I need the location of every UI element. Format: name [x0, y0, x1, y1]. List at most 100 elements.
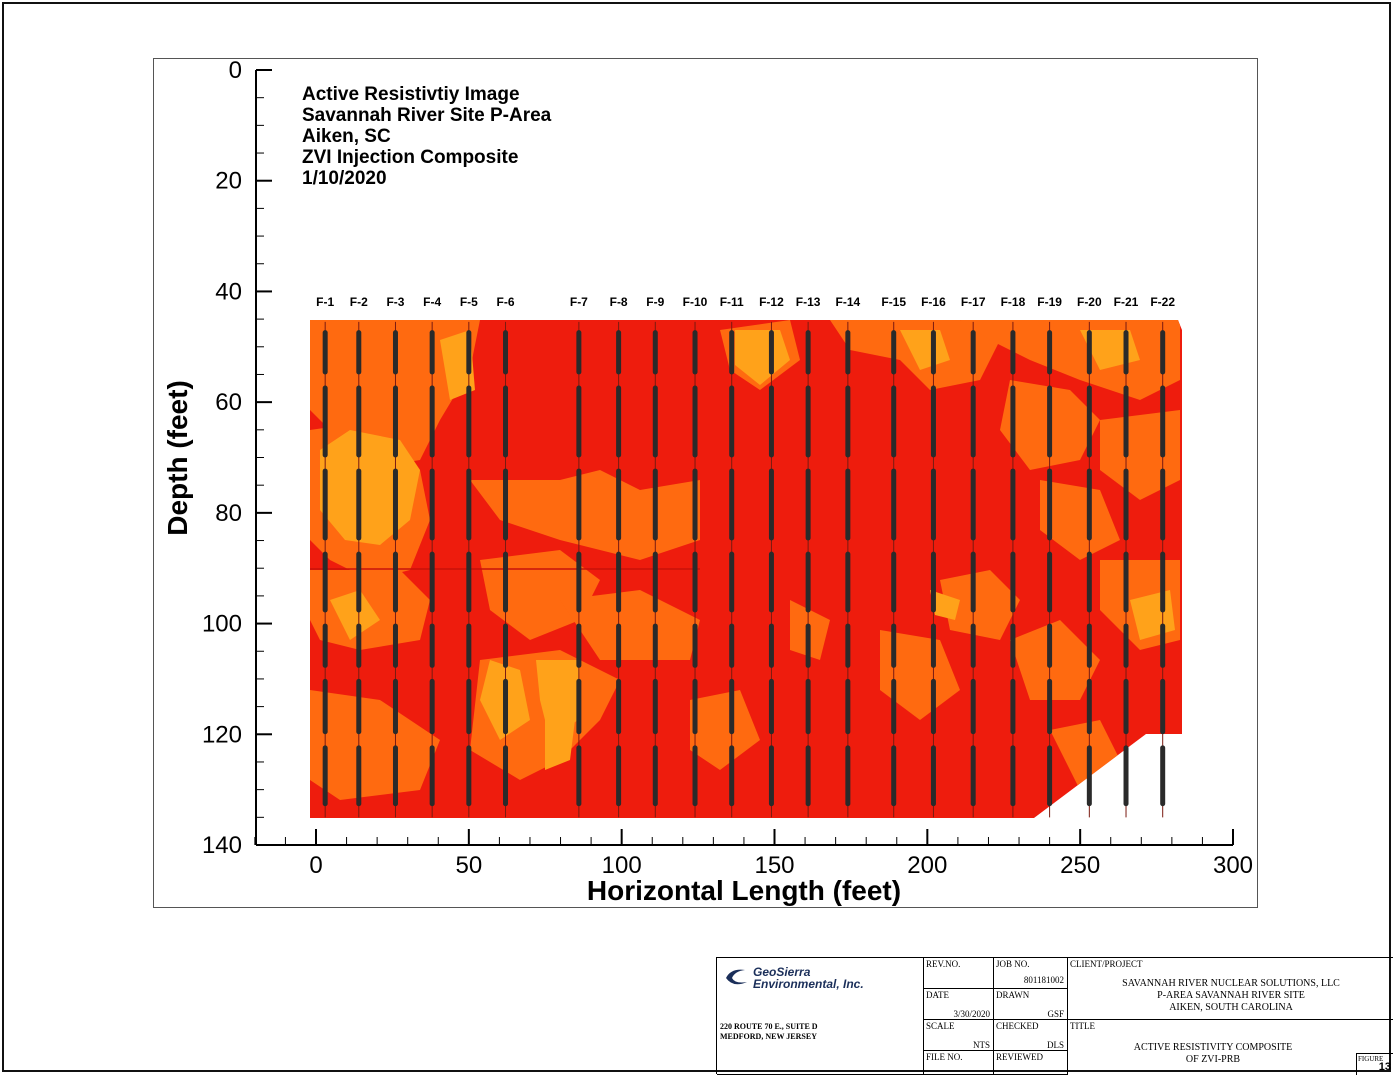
well-screen: [466, 330, 472, 375]
x-tick-label: 50: [455, 852, 482, 879]
well-screen: [392, 468, 398, 541]
well-screen: [356, 623, 362, 668]
well-label: F-6: [497, 295, 515, 309]
well-screen: [576, 551, 582, 613]
well-screen: [466, 623, 472, 668]
well-screen: [616, 623, 622, 668]
well-screen: [845, 385, 851, 458]
figure-number-box: FIGURE 13: [1356, 1053, 1393, 1075]
well-screen: [392, 385, 398, 458]
well-screen: [845, 330, 851, 375]
well-screen: [805, 551, 811, 613]
well-screen: [1047, 551, 1053, 613]
well-screen: [729, 551, 735, 613]
well-screen: [768, 551, 774, 613]
job-no-cell: JOB NO. 801181002: [994, 958, 1068, 989]
well-screen: [1047, 678, 1053, 735]
scale-label: SCALE: [926, 1021, 955, 1031]
well-f-16: F-16: [921, 295, 946, 818]
well-screen: [322, 385, 328, 458]
well-screen: [768, 623, 774, 668]
well-screen: [503, 745, 509, 807]
well-f-15: F-15: [881, 295, 906, 818]
well-screen: [845, 623, 851, 668]
well-screen: [805, 330, 811, 375]
well-screen: [576, 745, 582, 807]
well-screen: [768, 330, 774, 375]
well-screen: [392, 551, 398, 613]
well-screen: [503, 330, 509, 375]
well-screen: [503, 623, 509, 668]
well-screen: [1086, 678, 1092, 735]
well-f-9: F-9: [646, 295, 665, 818]
well-f-7: F-7: [570, 295, 588, 818]
well-screen: [805, 623, 811, 668]
client-line-2: P-AREA SAVANNAH RIVER SITE: [1157, 990, 1305, 1001]
title-line-1: ACTIVE RESISTIVITY COMPOSITE: [1133, 1042, 1293, 1053]
well-screen: [652, 623, 658, 668]
well-screen: [1160, 551, 1166, 613]
well-screen: [692, 678, 698, 735]
well-screen: [1010, 385, 1016, 458]
well-label: F-21: [1114, 295, 1139, 309]
well-screen: [692, 745, 698, 807]
well-screen: [1123, 468, 1129, 541]
well-screen: [930, 623, 936, 668]
well-label: F-16: [921, 295, 946, 309]
axes: 0 20 40 60 80 100 120 140 0 50 100 150 200 250 300: [202, 57, 1253, 879]
x-tick-label: 100: [602, 852, 642, 879]
reviewed-cell: REVIEWED: [994, 1051, 1068, 1075]
geosierra-logo-icon: [726, 969, 747, 985]
well-screen: [1010, 623, 1016, 668]
well-screen: [1047, 330, 1053, 375]
well-screen: [322, 745, 328, 807]
date-cell: DATE 3/30/2020: [924, 989, 994, 1020]
well-screen: [652, 745, 658, 807]
address-line-2: MEDFORD, NEW JERSEY: [720, 1032, 817, 1041]
well-screen: [503, 678, 509, 735]
well-f-3: F-3: [386, 295, 405, 818]
well-label: F-19: [1037, 295, 1062, 309]
well-screen: [356, 330, 362, 375]
well-screen: [1160, 745, 1166, 807]
drawn-label: DRAWN: [996, 990, 1030, 1000]
well-screen: [503, 468, 509, 541]
well-screen: [616, 385, 622, 458]
drawn-cell: DRAWN GSF: [994, 989, 1068, 1020]
logo-line-1: GeoSierra: [753, 965, 811, 979]
well-f-20: F-20: [1077, 295, 1102, 818]
axis-labels: Horizontal Length (feet) Depth (feet): [162, 380, 901, 906]
well-screen: [805, 468, 811, 541]
well-screen: [576, 678, 582, 735]
well-screen: [616, 551, 622, 613]
figure-label: FIGURE: [1358, 1055, 1384, 1063]
x-axis-label: Horizontal Length (feet): [587, 875, 901, 906]
well-screen: [729, 623, 735, 668]
well-screen: [429, 385, 435, 458]
well-screen: [652, 551, 658, 613]
job-no-label: JOB NO.: [996, 959, 1030, 969]
wells: F-1 F-2 F-3 F-4 F-5 F-6 F-7 F-8 F-9 F-10 F-11 F-12 F…: [316, 295, 1175, 818]
well-label: F-5: [460, 295, 478, 309]
well-screen: [616, 678, 622, 735]
well-screen: [466, 678, 472, 735]
well-label: F-20: [1077, 295, 1102, 309]
well-screen: [392, 745, 398, 807]
well-screen: [768, 678, 774, 735]
well-screen: [930, 330, 936, 375]
y-tick-label: 140: [202, 832, 242, 859]
rev-no-cell: REV.NO.: [924, 958, 994, 989]
chart-title-line-5: 1/10/2020: [302, 168, 387, 189]
well-screen: [1010, 330, 1016, 375]
scale-cell: SCALE NTS: [924, 1020, 994, 1051]
job-no-value: 801181002: [1023, 975, 1064, 985]
well-screen: [805, 678, 811, 735]
well-label: F-1: [316, 295, 334, 309]
well-screen: [1123, 551, 1129, 613]
file-no-label: FILE NO.: [926, 1052, 963, 1062]
well-screen: [729, 385, 735, 458]
well-screen: [970, 385, 976, 458]
well-screen: [729, 745, 735, 807]
well-screen: [970, 623, 976, 668]
